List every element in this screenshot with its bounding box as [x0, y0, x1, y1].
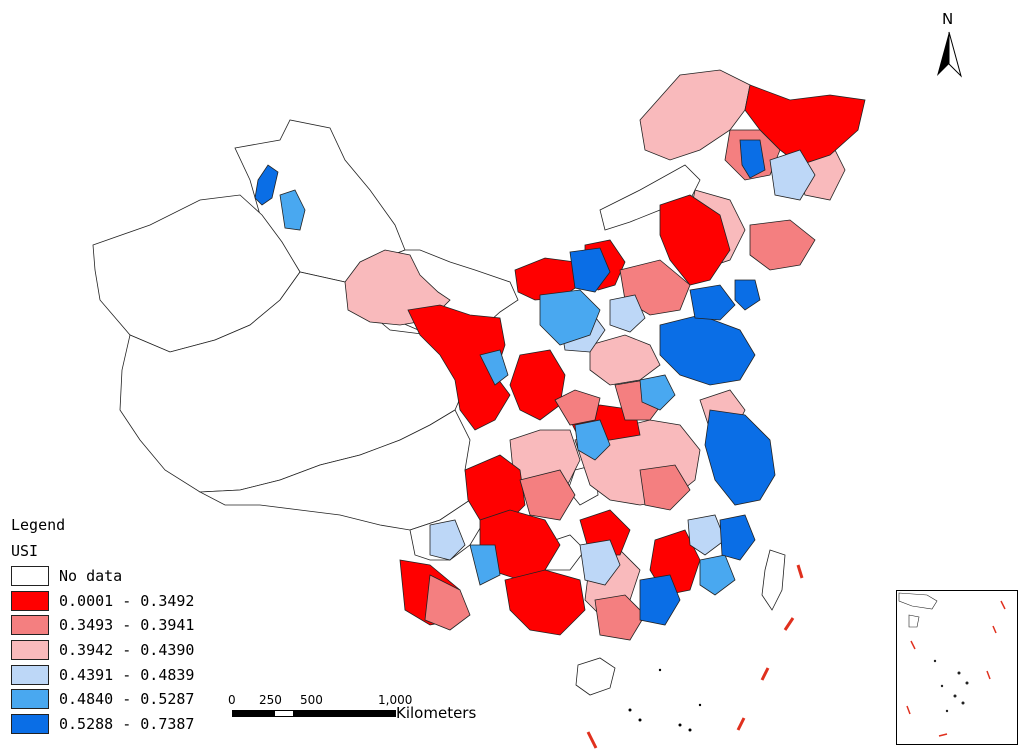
region-class-6: [254, 139, 776, 626]
south-china-sea-inset: [896, 590, 1018, 745]
legend-swatch: [11, 615, 49, 636]
legend-swatch: [11, 590, 49, 611]
island-regions: [575, 549, 786, 696]
legend-swatch: [11, 640, 49, 661]
region-class-5: [279, 189, 736, 596]
legend-item: 0.0001 - 0.3492: [11, 589, 221, 614]
legend-label: 0.3493 - 0.3941: [59, 616, 195, 635]
region-class-2: [424, 129, 816, 641]
scattered-islands: [628, 668, 702, 732]
legend-label: No data: [59, 567, 123, 586]
legend-item: 0.3942 - 0.4390: [11, 638, 221, 663]
legend-title: Legend: [11, 516, 66, 534]
north-arrow-icon: [937, 31, 962, 78]
legend-item: 0.4840 - 0.5287: [11, 687, 221, 712]
north-label: N: [942, 10, 954, 28]
north-arrow: N: [930, 10, 970, 80]
scale-segment-2: [274, 710, 294, 717]
scale-tick-1000: 1,000: [378, 693, 413, 707]
scale-tick-250: 250: [259, 693, 282, 707]
no-data-region-west: [92, 119, 701, 571]
legend-swatch: [11, 566, 49, 587]
region-class-1: [399, 84, 866, 636]
legend-label: 0.5288 - 0.7387: [59, 714, 195, 733]
region-class-4: [429, 149, 816, 586]
scale-unit: Kilometers: [396, 704, 477, 722]
legend-field: USI: [11, 542, 39, 560]
scale-tick-0: 0: [228, 693, 236, 707]
scale-tick-500: 500: [300, 693, 323, 707]
legend-swatch: [11, 664, 49, 685]
legend-swatch: [11, 689, 49, 710]
legend-item: 0.5288 - 0.7387: [11, 712, 221, 737]
legend-label: 0.3942 - 0.4390: [59, 641, 195, 660]
legend: Legend USI No data 0.0001 - 0.3492 0.3493 …: [11, 512, 221, 736]
legend-item: 0.3493 - 0.3941: [11, 613, 221, 638]
legend-label: 0.4391 - 0.4839: [59, 665, 195, 684]
scale-bar: 0 250 500 1,000 Kilometers: [228, 693, 478, 733]
scale-segment-1: [232, 710, 274, 717]
scale-segment-4: [314, 710, 396, 717]
scale-segment-3: [294, 710, 314, 717]
inset-map: [898, 592, 1006, 737]
legend-label: 0.4840 - 0.5287: [59, 690, 195, 709]
legend-item: 0.4391 - 0.4839: [11, 662, 221, 687]
legend-label: 0.0001 - 0.3492: [59, 591, 195, 610]
legend-swatch: [11, 713, 49, 734]
boundary-dash-lines: [586, 564, 804, 749]
legend-item: No data: [11, 564, 221, 589]
